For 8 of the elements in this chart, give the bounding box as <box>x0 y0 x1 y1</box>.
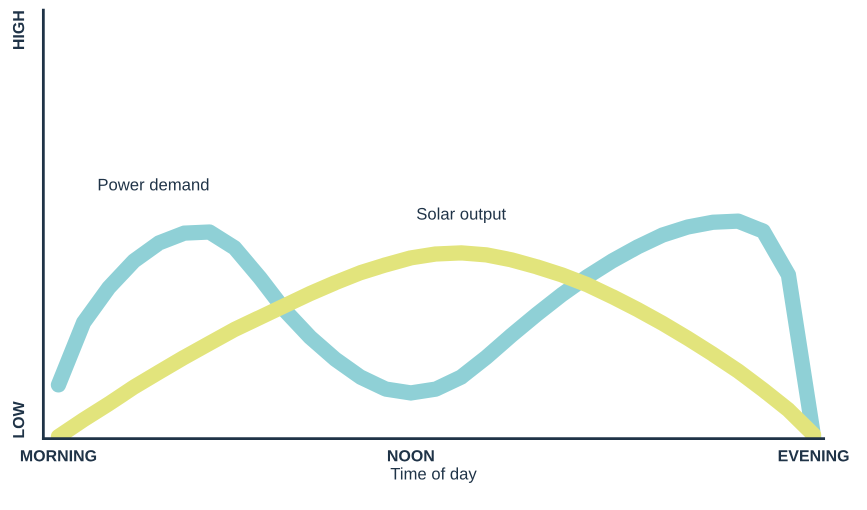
x-tick-label: MORNING <box>20 450 96 462</box>
x-tick-label: NOON <box>388 450 434 462</box>
x-axis-title: Time of day <box>390 467 477 483</box>
text: LOW <box>12 401 24 438</box>
text: Solar output <box>417 207 506 224</box>
x-tick-label: EVENING <box>778 450 849 462</box>
text: Power demand <box>98 178 208 191</box>
text: HIGH <box>12 11 24 50</box>
